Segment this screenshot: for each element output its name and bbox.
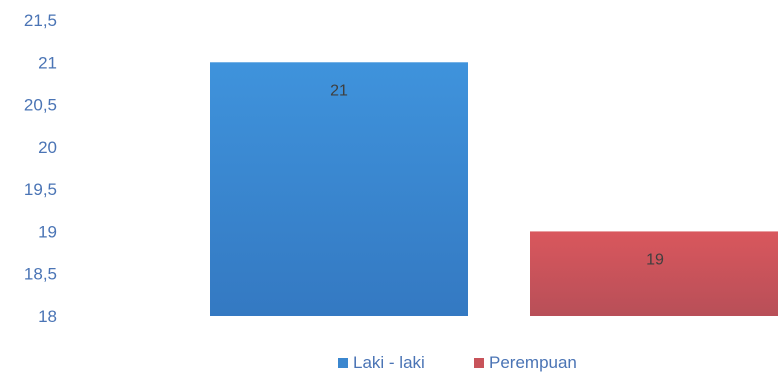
y-tick-label: 18,5 bbox=[24, 265, 57, 284]
legend: Laki - laki Perempuan bbox=[338, 353, 577, 372]
bar-laki-laki bbox=[210, 62, 468, 317]
y-tick-label: 20,5 bbox=[24, 96, 57, 115]
y-axis: 21,5 21 20,5 20 19,5 19 18,5 18 bbox=[24, 11, 57, 326]
data-label: 21 bbox=[330, 82, 348, 99]
legend-label: Laki - laki bbox=[353, 353, 425, 372]
data-labels: 21 19 bbox=[330, 82, 664, 268]
y-tick-label: 21 bbox=[38, 53, 57, 72]
y-tick-label: 18 bbox=[38, 307, 57, 326]
y-tick-label: 20 bbox=[38, 138, 57, 157]
y-tick-label: 21,5 bbox=[24, 11, 57, 30]
data-label: 19 bbox=[646, 251, 664, 268]
y-tick-label: 19 bbox=[38, 222, 57, 241]
legend-swatch bbox=[474, 358, 484, 368]
y-tick-label: 19,5 bbox=[24, 180, 57, 199]
legend-label: Perempuan bbox=[489, 353, 577, 372]
bars bbox=[210, 62, 778, 317]
bar-perempuan bbox=[530, 231, 778, 316]
legend-swatch bbox=[338, 358, 348, 368]
